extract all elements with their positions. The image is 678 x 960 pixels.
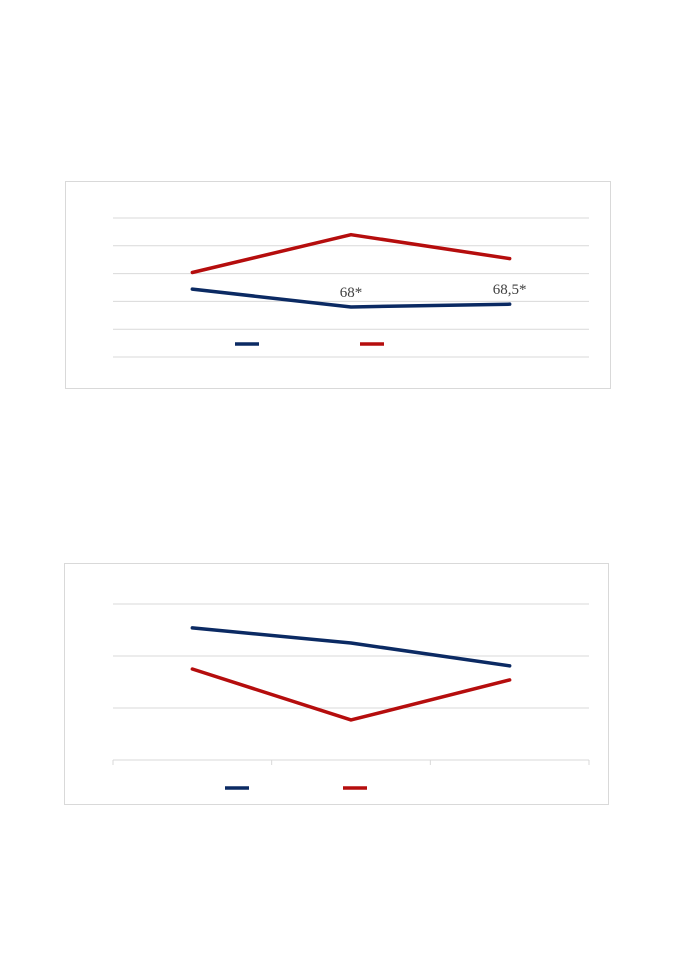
chart-frame bbox=[64, 563, 609, 805]
series-line bbox=[190, 626, 512, 668]
series-line bbox=[190, 287, 512, 309]
chart-frame bbox=[65, 181, 611, 389]
data-label: 68* bbox=[340, 285, 363, 301]
series-line bbox=[190, 667, 512, 722]
series-line bbox=[190, 232, 512, 275]
data-label: 68,5* bbox=[493, 282, 527, 298]
